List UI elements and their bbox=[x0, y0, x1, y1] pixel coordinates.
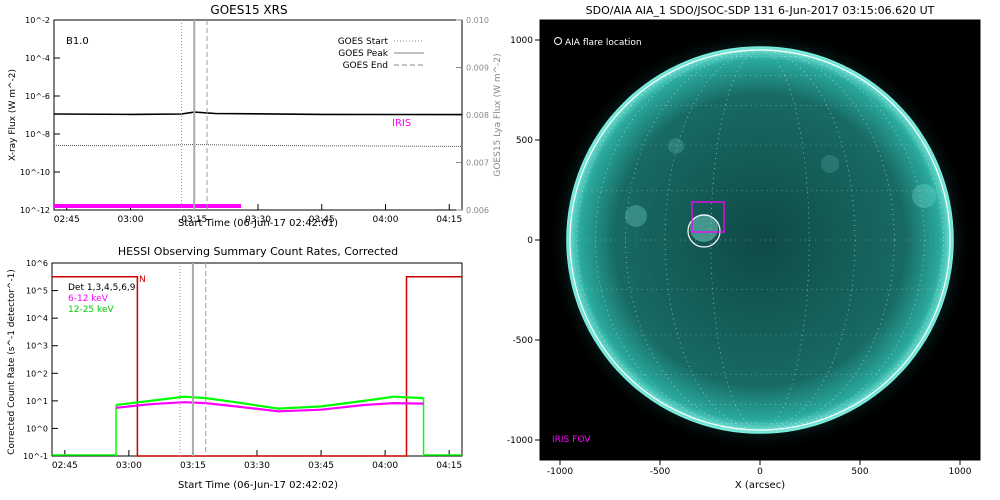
iris-fov-label: IRIS FOV bbox=[552, 435, 591, 445]
aia-xtick-label: 1000 bbox=[949, 467, 972, 477]
hessi-ytick-label: 10^1 bbox=[26, 397, 48, 406]
goes-xlabel: Start Time (06-Jun-17 02:42:01) bbox=[178, 218, 338, 229]
hessi-xtick-label: 04:00 bbox=[372, 461, 398, 471]
aia-ytick-label: 1000 bbox=[510, 36, 533, 46]
aia-title: SDO/AIA AIA_1 SDO/JSOC-SDP 131 6-Jun-201… bbox=[586, 4, 935, 17]
goes-series-long bbox=[53, 111, 462, 116]
hessi-title: HESSI Observing Summary Count Rates, Cor… bbox=[118, 245, 398, 258]
goes-xtick-label: 03:15 bbox=[181, 215, 207, 225]
hessi-ytick-label: 10^4 bbox=[26, 314, 48, 323]
active-region bbox=[625, 205, 647, 227]
legend-hessi-det: Det 1,3,4,5,6,9 bbox=[68, 283, 136, 293]
goes-xtick-label: 04:00 bbox=[373, 215, 399, 225]
hessi-xtick-label: 03:15 bbox=[180, 461, 206, 471]
hessi-ytick-label: 10^2 bbox=[26, 369, 48, 378]
hessi-markers bbox=[179, 263, 207, 456]
hessi-xtick-label: 04:15 bbox=[436, 461, 462, 471]
hessi-panel: HESSI Observing Summary Count Rates, Cor… bbox=[7, 245, 463, 491]
goes-series-group bbox=[53, 111, 463, 208]
active-region bbox=[690, 214, 718, 242]
goes-ytick-label: 10^-4 bbox=[25, 54, 50, 63]
aia-xtick-label: -1000 bbox=[547, 467, 573, 477]
legend-hessi-12-25: 12-25 keV bbox=[68, 305, 114, 315]
goes-xtick-label: 03:30 bbox=[245, 215, 271, 225]
aia-xtick-label: 500 bbox=[851, 467, 868, 477]
goes-rtick-label: 0.008 bbox=[466, 111, 489, 120]
goes-ytick-label: 10^-10 bbox=[20, 168, 50, 177]
hessi-series-group bbox=[52, 276, 462, 457]
legend-goes-start: GOES Start bbox=[338, 37, 389, 47]
goes-ytick-label: 10^-2 bbox=[25, 16, 50, 25]
aia-ytick-label: 500 bbox=[516, 136, 533, 146]
aia-panel: SDO/AIA AIA_1 SDO/JSOC-SDP 131 6-Jun-201… bbox=[507, 4, 981, 491]
aia-ytick-label: 0 bbox=[527, 236, 533, 246]
goes-xtick-label: 02:45 bbox=[54, 215, 80, 225]
active-region bbox=[912, 184, 936, 208]
hessi-ytick-label: 10^0 bbox=[26, 424, 48, 433]
goes-ytick-label: 10^-12 bbox=[20, 206, 50, 215]
active-region bbox=[821, 155, 839, 173]
aia-lat-lon-grid bbox=[570, 49, 950, 431]
goes-x-axis: 02:45 03:00 03:15 03:30 03:45 04:00 04:15 bbox=[54, 204, 462, 225]
goes-rtick-label: 0.006 bbox=[466, 206, 489, 215]
hessi-xlabel: Start Time (06-Jun-17 02:42:02) bbox=[178, 480, 338, 491]
hessi-ytick-label: 10^3 bbox=[26, 342, 48, 351]
goes-panel: GOES15 XRS 02:45 03:00 03:15 03:30 03:45 04:0… bbox=[8, 3, 503, 229]
goes-y-axis-right: 0.006 0.007 0.008 0.009 0.010 bbox=[456, 16, 489, 215]
goes-rtick-label: 0.007 bbox=[466, 159, 489, 168]
aia-xtick-label: 0 bbox=[757, 467, 763, 477]
aia-xlabel: X (arcsec) bbox=[735, 480, 785, 491]
goes-series-short bbox=[53, 143, 463, 147]
goes-xtick-label: 03:00 bbox=[118, 215, 144, 225]
goes-ytick-label: 10^-8 bbox=[25, 130, 50, 139]
aia-x-axis: -1000 -500 0 500 1000 bbox=[547, 460, 972, 477]
goes-markers bbox=[181, 20, 208, 210]
goes-title: GOES15 XRS bbox=[210, 3, 287, 17]
goes-rtick-label: 0.010 bbox=[466, 16, 489, 25]
hessi-series-6-12 bbox=[115, 401, 424, 413]
aia-longitude-line bbox=[664, 49, 856, 431]
sun-limb bbox=[569, 49, 951, 431]
aia-longitude-line bbox=[664, 49, 856, 431]
goes-legend: GOES Start GOES Peak GOES End bbox=[338, 37, 424, 71]
hessi-legend: Det 1,3,4,5,6,9 6-12 keV 12-25 keV bbox=[68, 283, 136, 315]
legend-hessi-6-12: 6-12 keV bbox=[68, 294, 109, 304]
goes-rtick-label: 0.009 bbox=[466, 64, 489, 73]
hessi-xtick-label: 03:45 bbox=[308, 461, 334, 471]
goes-class-label: B1.0 bbox=[66, 36, 89, 47]
aia-xtick-label: -500 bbox=[650, 467, 671, 477]
hessi-ytick-label: 10^5 bbox=[26, 287, 48, 296]
hessi-xtick-label: 02:45 bbox=[52, 461, 78, 471]
goes-ylabel-left: X-ray Flux (W m^-2) bbox=[8, 69, 18, 161]
goes-xtick-label: 03:45 bbox=[309, 215, 335, 225]
goes-y-axis-left: 10^-12 10^-10 10^-8 10^-6 10^-4 10^-2 bbox=[20, 16, 60, 215]
hessi-series-12-25 bbox=[115, 395, 424, 410]
aia-ytick-label: -1000 bbox=[507, 436, 533, 446]
flare-legend-label: AIA flare location bbox=[565, 38, 642, 48]
active-region bbox=[668, 138, 684, 154]
flare-legend-symbol bbox=[554, 37, 562, 45]
hessi-ytick-label: 10^-1 bbox=[23, 452, 48, 461]
goes-ytick-label: 10^-6 bbox=[25, 92, 50, 101]
hessi-y-axis: 10^-1 10^0 10^1 10^2 10^3 10^4 10^5 10^6 bbox=[23, 259, 58, 461]
hessi-ytick-label: 10^6 bbox=[26, 259, 48, 268]
hessi-night-label: N bbox=[139, 275, 146, 285]
hessi-xtick-label: 03:30 bbox=[244, 461, 270, 471]
hessi-ylabel: Corrected Count Rate (s^-1 detector^-1) bbox=[7, 269, 17, 455]
goes-xtick-label: 04:15 bbox=[436, 215, 462, 225]
goes-iris-label: IRIS bbox=[392, 118, 411, 129]
hessi-x-axis: 02:45 03:00 03:15 03:30 03:45 04:00 04:15 bbox=[52, 450, 462, 471]
iris-fov-box bbox=[691, 201, 725, 233]
hessi-night-flag bbox=[52, 276, 462, 457]
active-regions bbox=[625, 138, 936, 242]
goes-ylabel-right: GOES15 Lya Flux (W m^-2) bbox=[493, 53, 503, 176]
flare-location-circle bbox=[687, 214, 721, 248]
aia-ytick-label: -500 bbox=[513, 336, 534, 346]
legend-goes-end: GOES End bbox=[343, 61, 388, 71]
hessi-xtick-label: 03:00 bbox=[116, 461, 142, 471]
aia-y-axis: -1000 -500 0 500 1000 bbox=[507, 36, 540, 446]
legend-goes-peak: GOES Peak bbox=[338, 49, 388, 59]
